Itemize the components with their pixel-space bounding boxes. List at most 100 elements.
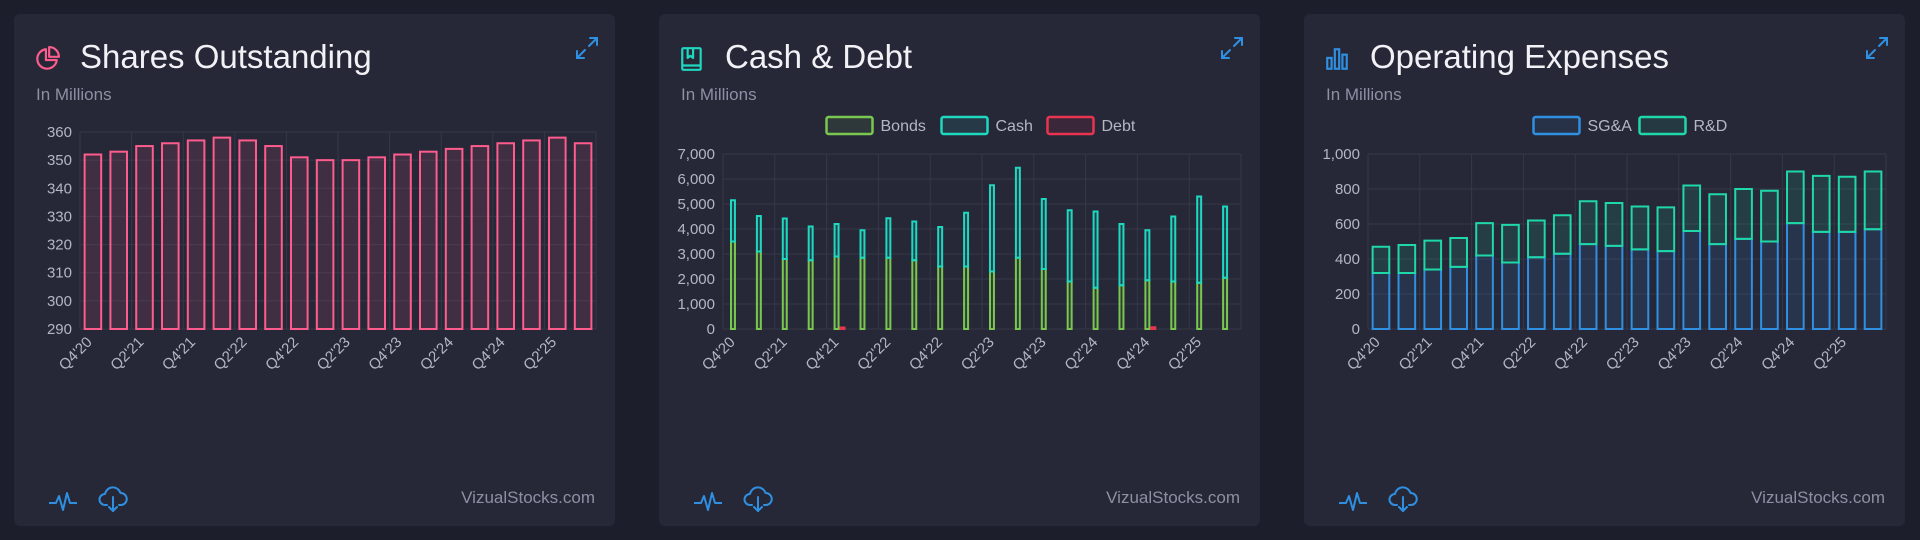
y-tick-label: 1,000 <box>677 296 715 313</box>
bar-chart-opex: 0 200 400 600 800 1,000 Q4'20 Q2'21 Q4'21 Q2'22 Q4… <box>1322 115 1887 374</box>
bar-value <box>161 142 180 331</box>
bar-r-d <box>1501 223 1520 264</box>
cloud-download-icon[interactable] <box>98 484 128 514</box>
y-tick-label: 350 <box>47 152 72 169</box>
bar-r-d <box>1449 237 1468 268</box>
watermark: VizualStocks.com <box>1106 488 1240 507</box>
card-subtitle: In Millions <box>1326 85 1402 104</box>
bar-sg-a <box>1449 265 1468 330</box>
y-tick-label: 1,000 <box>1322 146 1360 163</box>
bookmark-book-icon <box>681 47 702 71</box>
legend-swatch <box>1638 115 1687 136</box>
bar-cash <box>859 229 866 259</box>
bar-sg-a <box>1578 243 1598 330</box>
card-subtitle: In Millions <box>36 85 112 104</box>
cloud-download-icon[interactable] <box>1388 484 1418 514</box>
bar-chart-cash-debt: 0 1,000 2,000 3,000 4,000 5,000 6,000 7,000 Q4'2… <box>677 115 1242 374</box>
y-tick-label: 0 <box>707 321 715 338</box>
bar-bonds <box>885 256 892 330</box>
legend-label: Debt <box>1102 118 1136 135</box>
bar-bonds <box>988 270 995 330</box>
bar-r-d <box>1863 170 1883 231</box>
bar-sg-a <box>1811 230 1831 330</box>
bar-cash <box>1170 215 1177 283</box>
bar-cash <box>729 199 736 243</box>
bar-bonds <box>1066 280 1073 330</box>
legend-swatch <box>940 115 989 136</box>
bar-sg-a <box>1552 252 1572 330</box>
bar-sg-a <box>1863 228 1883 330</box>
y-tick-label: 290 <box>47 321 72 338</box>
x-tick-label: Q4'23 <box>1010 334 1050 374</box>
bar-bonds <box>963 265 970 330</box>
bar-r-d <box>1760 189 1779 243</box>
legend-swatch <box>1046 115 1095 136</box>
bar-r-d <box>1837 175 1857 233</box>
x-tick-label: Q2'24 <box>1706 334 1746 374</box>
chart-card-operating-expenses: Operating Expenses In Millions 0 200 400 60… <box>1304 14 1905 526</box>
bar-bonds <box>937 265 944 330</box>
bar-bonds <box>807 259 814 330</box>
expand-icon[interactable] <box>573 34 601 62</box>
bar-value <box>135 145 154 331</box>
pulse-icon[interactable] <box>1338 490 1368 514</box>
cloud-download-icon[interactable] <box>743 484 773 514</box>
watermark: VizualStocks.com <box>1751 488 1885 507</box>
bar-r-d <box>1397 244 1417 274</box>
bar-cash <box>963 211 970 268</box>
x-tick-label: Q2'25 <box>1165 334 1205 374</box>
y-tick-label: 600 <box>1335 216 1360 233</box>
legend-label: Bonds <box>881 118 926 135</box>
x-tick-label: Q2'23 <box>314 334 354 374</box>
bar-bonds <box>1170 280 1177 330</box>
bar-bonds <box>729 240 736 330</box>
y-tick-label: 310 <box>47 265 72 282</box>
x-tick-label: Q4'21 <box>1447 334 1487 374</box>
bar-value <box>496 142 515 331</box>
legend-label: R&D <box>1694 118 1728 135</box>
bar-value <box>212 136 232 330</box>
bar-r-d <box>1527 219 1546 259</box>
y-tick-label: 200 <box>1335 286 1360 303</box>
bar-r-d <box>1604 202 1624 247</box>
pulse-icon[interactable] <box>48 490 78 514</box>
bar-sg-a <box>1682 230 1702 330</box>
expand-icon[interactable] <box>1863 34 1891 62</box>
bar-bonds <box>755 250 762 330</box>
y-tick-label: 300 <box>47 293 72 310</box>
card-title: Shares Outstanding <box>80 38 372 75</box>
chart-card-cash-debt: Cash & Debt In Millions 0 1,000 2,000 3,000… <box>659 14 1260 526</box>
bar-r-d <box>1371 245 1391 274</box>
bar-sg-a <box>1708 243 1727 330</box>
bar-bonds <box>1144 279 1151 330</box>
x-tick-label: Q4'20 <box>699 334 739 374</box>
bar-r-d <box>1682 184 1702 232</box>
expand-icon[interactable] <box>1218 34 1246 62</box>
y-tick-label: 2,000 <box>677 271 715 288</box>
bar-cash <box>755 215 762 253</box>
y-tick-label: 800 <box>1335 181 1360 198</box>
x-tick-label: Q2'21 <box>107 334 147 374</box>
bar-chart-icon <box>1326 48 1348 70</box>
bar-sg-a <box>1371 272 1391 330</box>
pulse-icon[interactable] <box>693 490 723 514</box>
bar-cash <box>1222 205 1229 279</box>
bar-value <box>573 142 593 331</box>
x-tick-label: Q4'23 <box>365 334 405 374</box>
y-tick-label: 3,000 <box>677 246 715 263</box>
bar-value <box>109 150 128 331</box>
bar-cash <box>1092 210 1099 289</box>
bar-bonds <box>781 258 788 330</box>
legend-label: SG&A <box>1588 118 1633 135</box>
bar-bonds <box>1196 281 1203 330</box>
bar-sg-a <box>1837 230 1857 330</box>
bar-value <box>444 147 464 331</box>
y-tick-label: 320 <box>47 237 72 254</box>
bar-cash <box>781 217 788 260</box>
bar-sg-a <box>1760 240 1779 330</box>
bar-debt <box>839 326 846 330</box>
bar-sg-a <box>1501 261 1520 330</box>
bar-r-d <box>1423 239 1443 271</box>
bar-r-d <box>1786 170 1805 225</box>
card-title: Cash & Debt <box>725 38 913 75</box>
